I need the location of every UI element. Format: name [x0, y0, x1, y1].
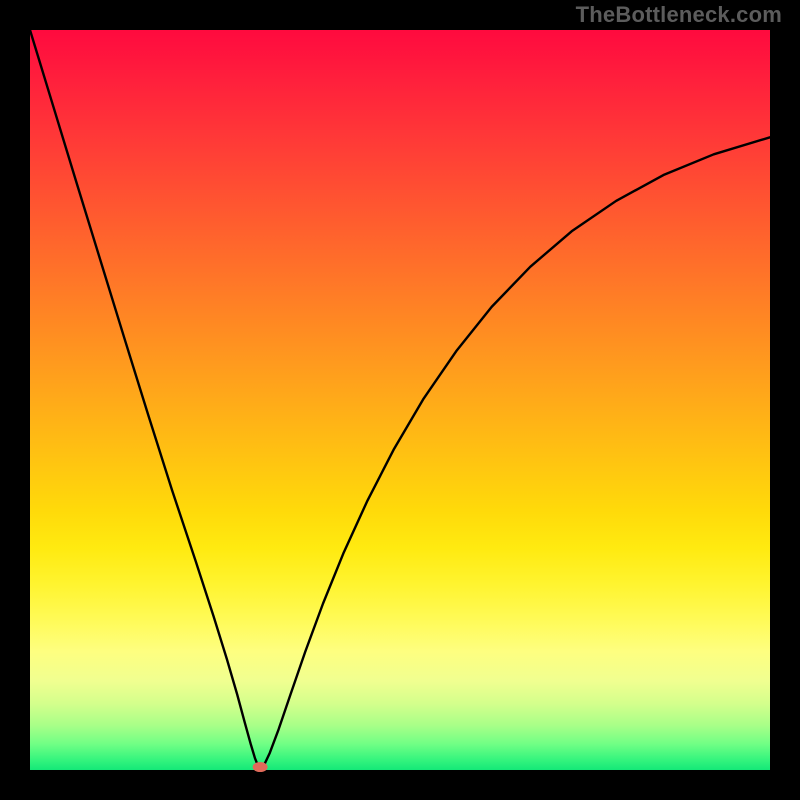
plot-background	[30, 30, 770, 770]
watermark-text: TheBottleneck.com	[576, 2, 782, 28]
chart-frame: TheBottleneck.com	[0, 0, 800, 800]
plot-svg	[0, 0, 800, 800]
minimum-marker	[253, 762, 268, 772]
